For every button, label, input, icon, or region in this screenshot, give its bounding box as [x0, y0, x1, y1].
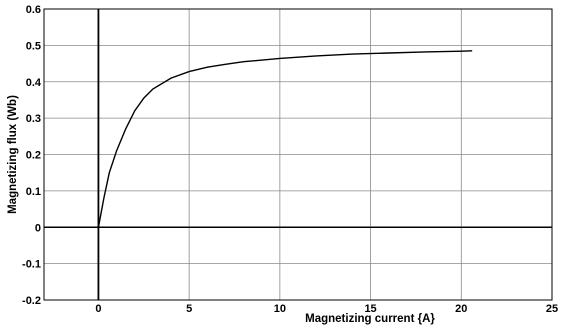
y-tick-labels: -0.2 -0.1 0 0.1 0.2 0.3 0.4 0.5 0.6	[22, 4, 42, 307]
y-tick-label: -0.2	[22, 295, 41, 307]
y-axis-title: Magnetizing flux (Wb)	[7, 95, 19, 214]
x-tick-labels: 0 5 10 15 20 25	[95, 303, 558, 315]
plot-area-frame	[43, 8, 553, 301]
x-tick-label: 20	[455, 303, 467, 315]
y-tick-label: 0.1	[26, 186, 41, 198]
zero-axes	[44, 9, 552, 300]
y-tick-label: 0.5	[26, 40, 41, 52]
y-tick-label: 0.3	[26, 113, 41, 125]
y-tick-label: 0	[35, 222, 41, 234]
x-tick-label: 25	[546, 303, 558, 315]
x-axis-title: Magnetizing current {A}	[305, 313, 435, 325]
y-tick-label: 0.4	[26, 77, 42, 89]
y-tick-label: 0.6	[26, 4, 41, 16]
x-tick-label: 5	[186, 303, 192, 315]
x-tick-label: 10	[274, 303, 286, 315]
y-tick-label: 0.2	[26, 150, 41, 162]
grid-lines	[44, 9, 552, 300]
x-tick-label: 15	[364, 303, 376, 315]
y-tick-label: -0.1	[22, 259, 41, 271]
magnetization-curve	[97, 50, 473, 228]
x-tick-label: 0	[95, 303, 101, 315]
